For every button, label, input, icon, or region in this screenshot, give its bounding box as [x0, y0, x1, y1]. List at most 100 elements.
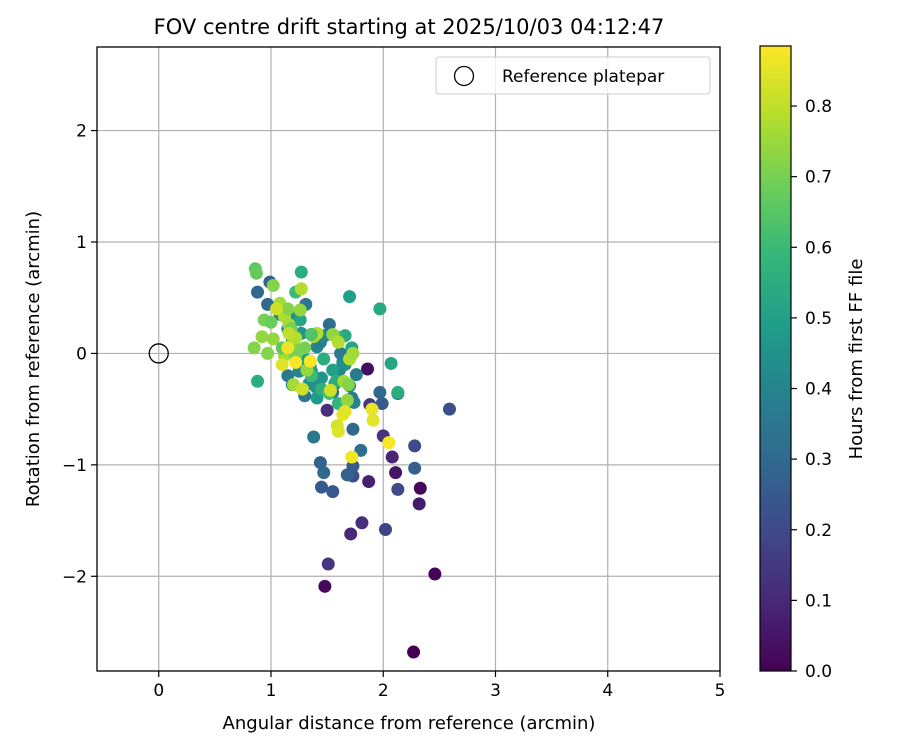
y-tick-label: 1 — [76, 233, 87, 253]
x-tick-label: 3 — [490, 681, 501, 701]
data-point — [354, 443, 368, 457]
y-axis-label: Rotation from reference (arcmin) — [23, 211, 44, 507]
x-tick-label: 0 — [153, 681, 164, 701]
data-point — [373, 385, 387, 399]
data-point — [307, 430, 321, 444]
data-point — [317, 352, 331, 366]
data-point — [338, 404, 352, 418]
data-point — [391, 385, 405, 399]
data-point — [326, 485, 340, 499]
data-point — [385, 450, 399, 464]
legend: Reference platepar — [435, 56, 711, 95]
colorbar-tick-label: 0.3 — [805, 450, 832, 470]
data-point — [378, 522, 392, 536]
x-tick-label: 2 — [378, 681, 389, 701]
colorbar-tick-label: 0.5 — [805, 309, 832, 329]
data-point — [382, 436, 396, 450]
data-point — [281, 341, 295, 355]
colorbar-tick-label: 0.6 — [805, 238, 832, 258]
x-tick-label: 4 — [602, 681, 613, 701]
data-point — [391, 482, 405, 496]
data-point — [373, 302, 387, 316]
plot-frame — [96, 46, 721, 672]
colorbar-ticks: 0.0 0.1 0.2 0.3 0.4 0.5 0.6 0.7 0.8 — [791, 97, 832, 682]
y-tick-label: −1 — [62, 456, 87, 476]
data-point — [375, 397, 389, 411]
legend-marker-icon — [453, 65, 475, 87]
data-point — [322, 317, 336, 331]
data-point — [428, 567, 442, 581]
data-point — [355, 516, 369, 530]
data-point — [413, 481, 427, 495]
data-point — [323, 383, 337, 397]
data-point — [251, 374, 265, 388]
data-point — [408, 461, 422, 475]
data-point — [346, 346, 360, 360]
y-tick-label: 0 — [76, 344, 87, 364]
colorbar-tick-label: 0.4 — [805, 380, 832, 400]
data-point — [266, 332, 280, 346]
data-point — [389, 466, 403, 480]
data-point — [293, 303, 307, 317]
grid — [97, 47, 721, 671]
x-tick-label: 1 — [266, 681, 277, 701]
data-point — [266, 278, 280, 292]
data-point — [318, 579, 332, 593]
data-point — [361, 362, 375, 376]
data-point — [247, 341, 261, 355]
data-point — [289, 355, 303, 369]
colorbar-tick-label: 0.7 — [805, 168, 832, 188]
data-point — [298, 341, 312, 355]
chart-title: FOV centre drift starting at 2025/10/03 … — [154, 15, 665, 39]
data-point — [344, 527, 358, 541]
data-point — [341, 378, 355, 392]
data-point — [346, 422, 360, 436]
colorbar-gradient — [759, 45, 792, 672]
data-point — [313, 456, 327, 470]
data-point — [320, 403, 334, 417]
data-point — [261, 346, 275, 360]
scatter-points — [247, 262, 456, 659]
data-point — [321, 557, 335, 571]
data-point — [407, 645, 421, 659]
reference-platepar-point — [148, 343, 169, 364]
data-point — [412, 497, 426, 511]
data-point — [408, 439, 422, 453]
data-point — [343, 290, 357, 304]
data-point — [340, 468, 354, 482]
data-point — [365, 402, 379, 416]
data-point — [317, 466, 331, 480]
data-point — [331, 424, 345, 438]
data-point — [295, 382, 309, 396]
x-axis-ticks: 0 1 2 3 4 5 — [153, 671, 725, 701]
reference-marker — [148, 343, 169, 364]
colorbar-tick-label: 0.1 — [805, 591, 832, 611]
data-point — [304, 327, 318, 341]
y-tick-label: −2 — [62, 567, 87, 587]
y-tick-label: 2 — [76, 122, 87, 142]
colorbar-tick-label: 0.8 — [805, 97, 832, 117]
data-point — [249, 266, 263, 280]
data-point — [294, 265, 308, 279]
data-point — [270, 302, 284, 316]
data-point — [362, 475, 376, 489]
data-point — [275, 358, 289, 372]
data-point — [366, 413, 380, 427]
colorbar-label: Hours from first FF file — [846, 259, 867, 460]
x-tick-label: 5 — [715, 681, 726, 701]
data-point — [264, 315, 278, 329]
data-point — [315, 480, 329, 494]
data-point — [251, 285, 265, 299]
x-axis-label: Angular distance from reference (arcmin) — [223, 713, 596, 734]
data-point — [345, 450, 359, 464]
data-point — [340, 393, 354, 407]
colorbar-tick-label: 0.0 — [805, 662, 832, 682]
legend-box — [435, 56, 711, 95]
data-point — [384, 356, 398, 370]
colorbar-tick-label: 0.2 — [805, 521, 832, 541]
colorbar: 0.0 0.1 0.2 0.3 0.4 0.5 0.6 0.7 0.8 Hours from f… — [759, 45, 867, 682]
data-point — [331, 335, 345, 349]
y-axis-ticks: 2 1 0 −1 −2 — [62, 122, 97, 587]
data-point — [303, 354, 317, 368]
